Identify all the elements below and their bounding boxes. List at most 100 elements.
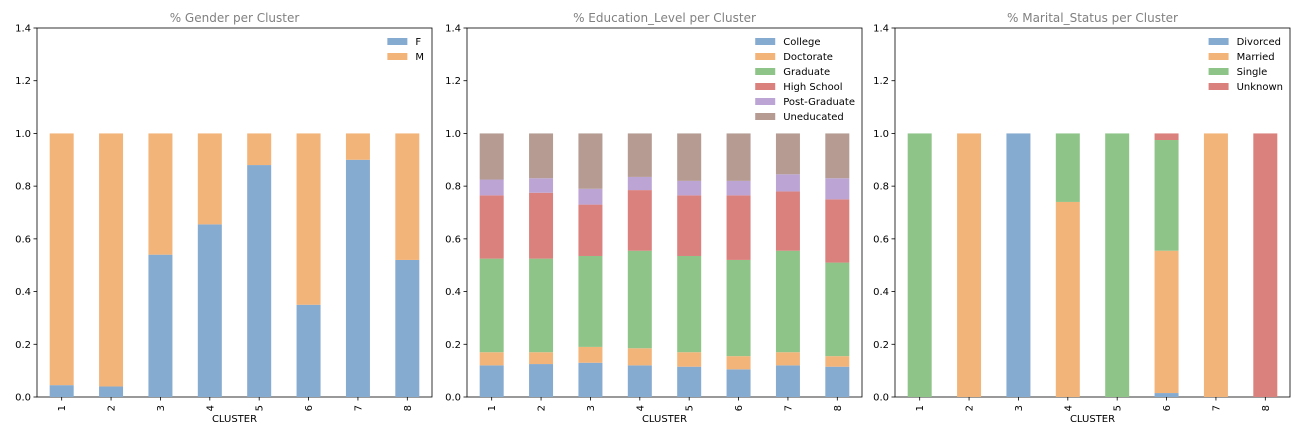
bar-segment-high-school	[775, 191, 800, 251]
x-tick-label: 4	[205, 405, 216, 411]
x-tick-label: 5	[1113, 405, 1124, 411]
x-axis-label: CLUSTER	[1070, 414, 1115, 425]
x-tick-label: 4	[635, 405, 646, 411]
legend-swatch	[1208, 38, 1229, 45]
legend-swatch	[387, 53, 408, 60]
bar-segment-m	[197, 133, 222, 225]
bar-segment-uneducated	[479, 133, 504, 180]
axes-frame	[466, 27, 863, 398]
bar-segment-graduate	[479, 258, 504, 353]
x-tick-label: 4	[1063, 405, 1074, 411]
bar-segment-graduate	[529, 258, 554, 353]
y-tick-label: 1.0	[873, 129, 889, 140]
y-tick-label: 0.4	[15, 287, 31, 298]
axes-frame	[894, 27, 1291, 398]
bar-segment-f	[49, 385, 74, 397]
bar-segment-divorced	[1006, 133, 1031, 397]
x-tick-label: 6	[1162, 405, 1173, 411]
bar-segment-uneducated	[677, 133, 702, 181]
x-tick-label: 1	[57, 405, 68, 411]
bar-segment-uneducated	[578, 133, 603, 189]
bar-segment-post-graduate	[479, 179, 504, 196]
x-tick-label: 6	[304, 405, 315, 411]
bar-segment-doctorate	[726, 356, 751, 370]
legend-label: Doctorate	[783, 52, 833, 63]
x-tick-label: 3	[1014, 405, 1025, 411]
legend-label: College	[783, 37, 820, 48]
bar-segment-college	[726, 369, 751, 397]
bar-segment-post-graduate	[677, 180, 702, 196]
bar-segment-post-graduate	[775, 174, 800, 192]
bar-segment-married	[1055, 201, 1080, 397]
legend-swatch	[387, 38, 408, 45]
legend-label: Uneducated	[783, 112, 844, 123]
y-tick-label: 0.0	[15, 393, 31, 404]
axes-frame	[36, 27, 433, 398]
x-tick-label: 5	[685, 405, 696, 411]
y-tick-label: 0.0	[445, 393, 461, 404]
bar-segment-married	[1154, 250, 1179, 394]
bar-segment-graduate	[677, 255, 702, 353]
legend-swatch	[755, 68, 776, 75]
bar-segment-doctorate	[529, 352, 554, 365]
x-tick-label: 2	[107, 405, 118, 411]
y-tick-label: 0.6	[873, 234, 889, 245]
bar-segment-m	[49, 133, 74, 386]
legend-label: Post-Graduate	[783, 97, 855, 108]
bar-segment-f	[296, 304, 321, 397]
bar-segment-post-graduate	[825, 178, 850, 200]
legend-swatch	[755, 38, 776, 45]
bar-segment-post-graduate	[578, 188, 603, 205]
bar-segment-doctorate	[627, 348, 652, 366]
education-chart-panel: % Education_Level per Cluster CLUSTER 0.…	[445, 11, 863, 425]
bar-segment-m	[148, 133, 173, 255]
bar-segment-single	[1105, 133, 1130, 397]
x-tick-label: 2	[537, 405, 548, 411]
bar-segment-m	[247, 133, 272, 166]
bar-segment-high-school	[677, 195, 702, 256]
bar-segment-graduate	[726, 259, 751, 357]
bar-segment-single	[1055, 133, 1080, 202]
bar-segment-graduate	[825, 262, 850, 357]
bar-segment-high-school	[479, 195, 504, 259]
bar-segment-college	[479, 365, 504, 397]
x-tick-label: 7	[1211, 405, 1222, 411]
bar-segment-uneducated	[529, 133, 554, 179]
bar-segment-post-graduate	[627, 176, 652, 191]
y-tick-label: 0.8	[445, 182, 461, 193]
bar-segment-single	[907, 133, 932, 397]
bar-segment-f	[247, 165, 272, 397]
bar-segment-uneducated	[726, 133, 751, 181]
bar-segment-f	[395, 259, 420, 397]
y-tick-label: 1.2	[445, 76, 461, 87]
x-tick-label: 7	[353, 405, 364, 411]
bar-segment-college	[627, 365, 652, 397]
legend-swatch	[1208, 68, 1229, 75]
x-tick-label: 3	[586, 405, 597, 411]
y-tick-label: 0.4	[445, 287, 461, 298]
bar-segment-doctorate	[479, 352, 504, 366]
y-tick-label: 0.8	[15, 182, 31, 193]
legend-label: Married	[1237, 52, 1275, 63]
bar-segment-married	[1203, 133, 1228, 397]
y-tick-label: 0.2	[445, 340, 461, 351]
bar-segment-doctorate	[775, 352, 800, 366]
bar-segment-uneducated	[825, 133, 850, 179]
y-tick-label: 1.0	[15, 129, 31, 140]
legend-swatch	[755, 98, 776, 105]
y-tick-label: 1.2	[15, 76, 31, 87]
gender-chart-panel: % Gender per Cluster CLUSTER 0.0 0.2 0.4 0.…	[15, 11, 433, 425]
x-tick-label: 3	[156, 405, 167, 411]
bar-segment-single	[1154, 140, 1179, 251]
bar-segment-m	[395, 133, 420, 260]
y-tick-label: 1.0	[445, 129, 461, 140]
legend-label: Divorced	[1237, 37, 1281, 48]
bar-segment-college	[825, 366, 850, 397]
bar-segment-graduate	[627, 250, 652, 349]
y-tick-label: 1.2	[873, 76, 889, 87]
chart-title: % Education_Level per Cluster	[573, 11, 756, 25]
y-tick-label: 0.2	[15, 340, 31, 351]
x-tick-label: 7	[783, 405, 794, 411]
legend-swatch	[755, 53, 776, 60]
